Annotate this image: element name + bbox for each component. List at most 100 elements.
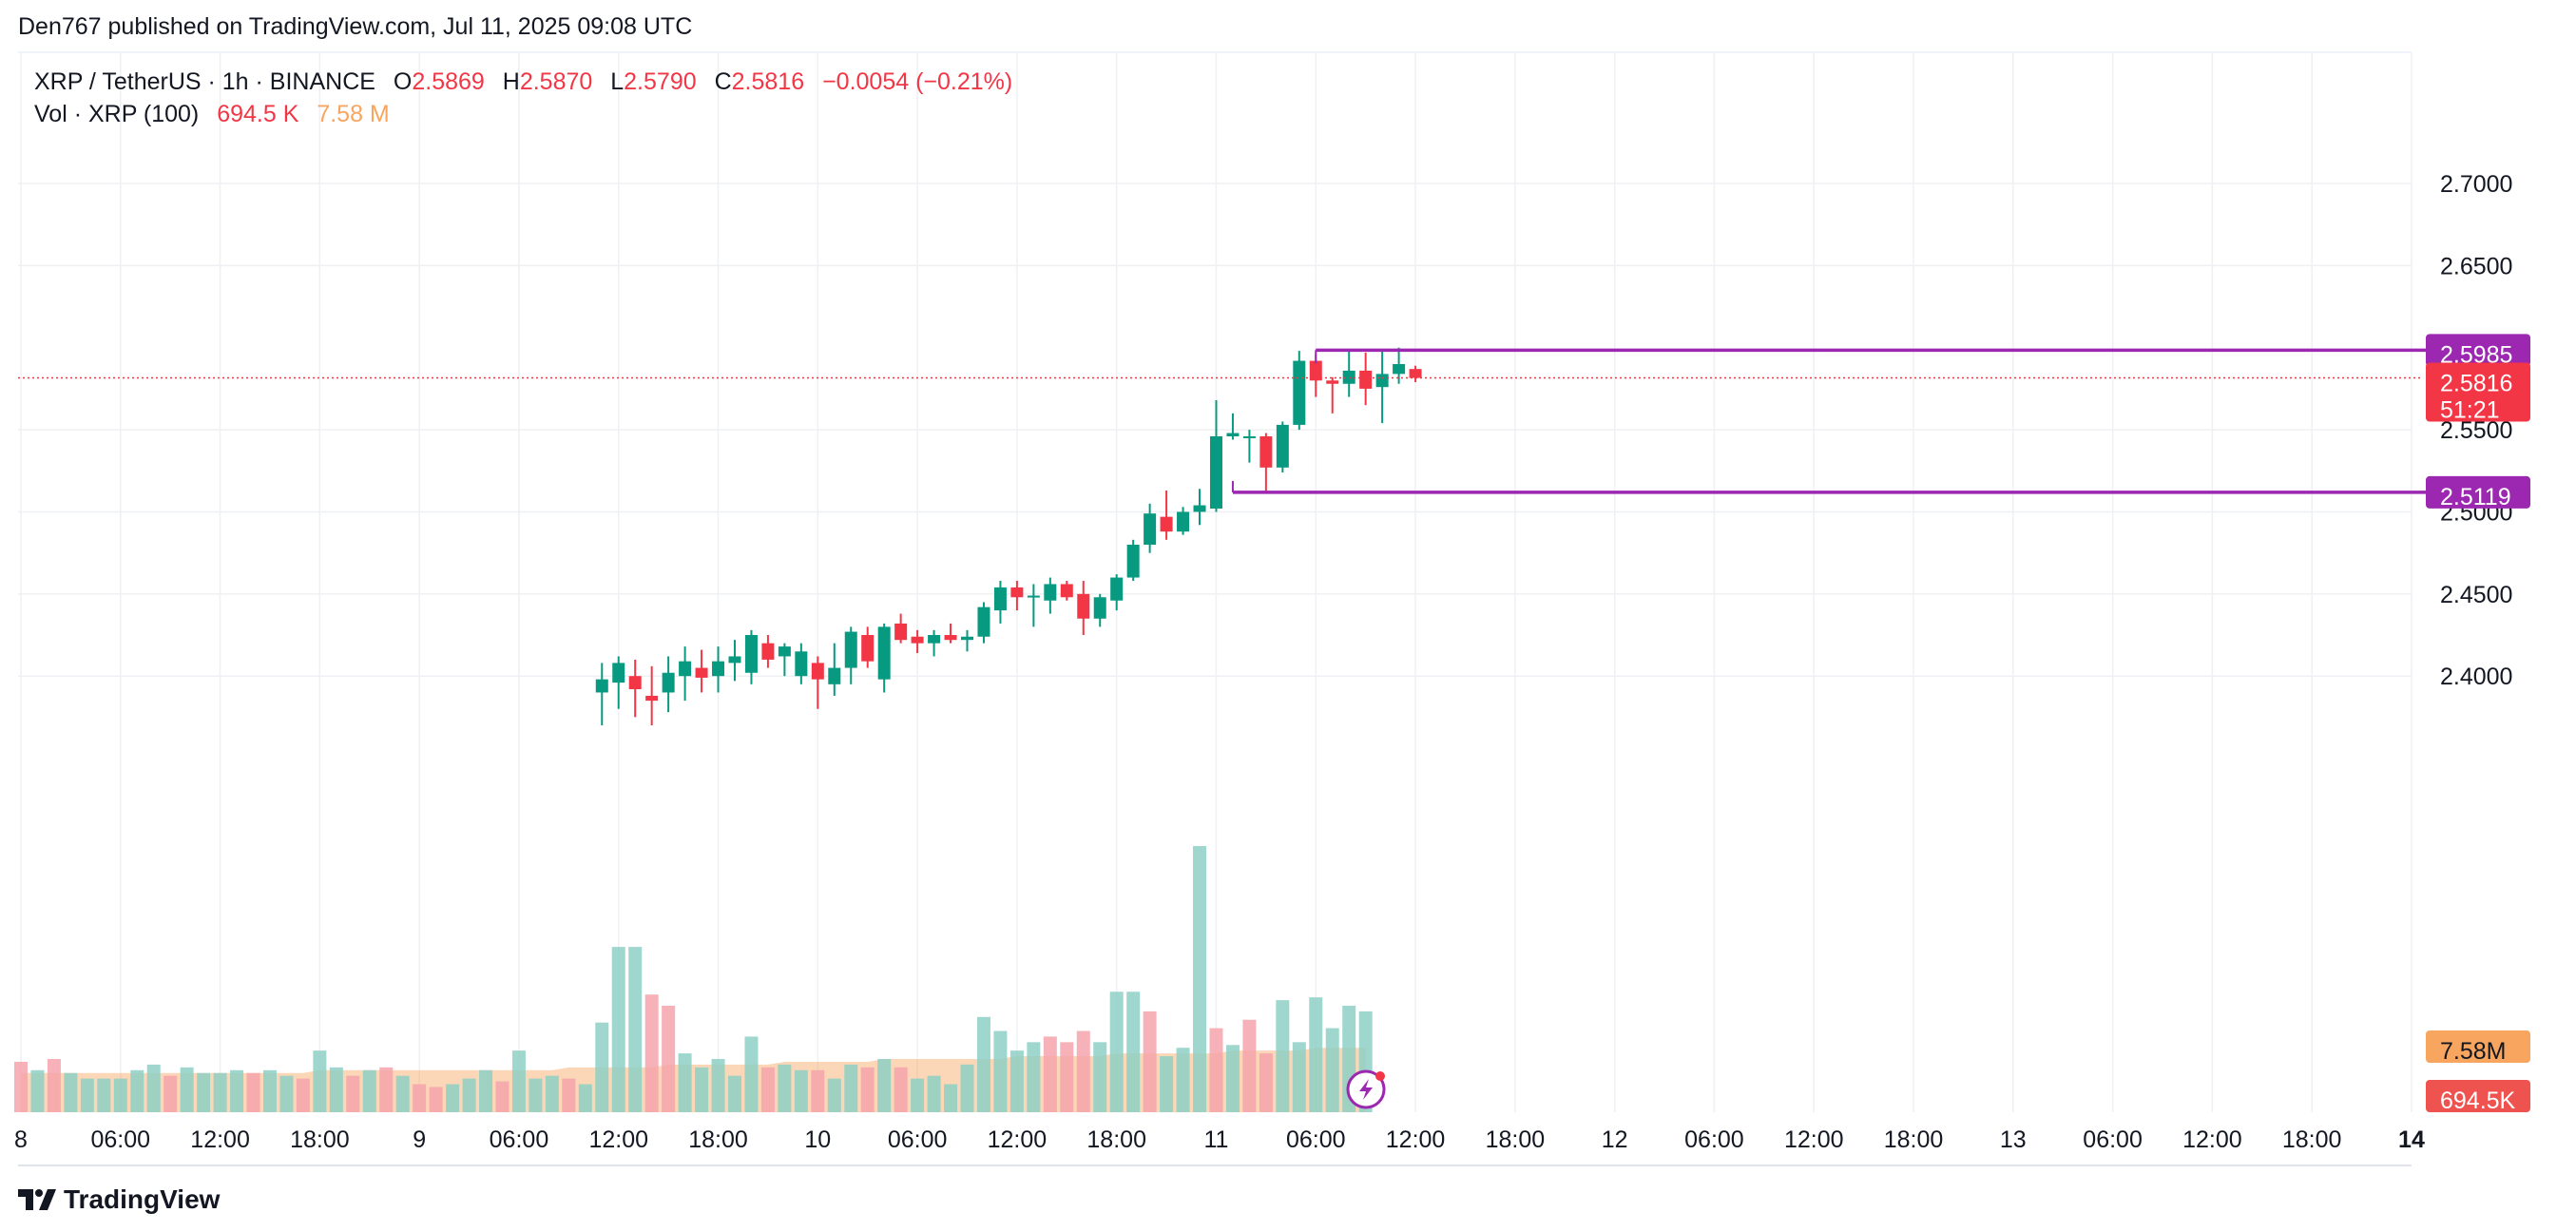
volume-bar [545,1075,559,1112]
x-tick-label: 12:00 [1784,1126,1844,1153]
volume-bar [47,1059,61,1112]
candle-body [928,635,941,644]
candle-body [795,651,808,677]
legend-volume-label[interactable]: Vol · XRP (100) [34,101,200,127]
price-tag-2.5119: 2.5119 [2426,475,2530,510]
last-price-tag-text: 51:21 [2440,397,2500,424]
volume-bar [960,1064,974,1112]
last-price-tag-text: 2.5816 [2440,371,2512,397]
volume-bar [1193,846,1207,1112]
candle-body [1027,595,1040,598]
candle-body [679,661,692,677]
candle-body [877,626,891,680]
volume-bar [1276,1000,1290,1112]
x-tick-label: 06:00 [1684,1126,1744,1153]
volume-bar [246,1072,260,1112]
volume-bar [97,1078,111,1112]
volume-bar [760,1067,775,1112]
volume-bar [877,1059,892,1112]
candle-body [1209,436,1222,510]
candle-body [1126,545,1140,578]
lightning-icon[interactable] [1346,1069,1386,1109]
candle-body [993,587,1007,611]
y-tick-label: 2.5500 [2440,417,2512,444]
x-tick-label: 9 [413,1126,426,1153]
volume-bar [1309,997,1323,1112]
x-tick-label: 13 [2000,1126,2027,1153]
candle-body [1276,424,1289,468]
candle-body [761,643,775,660]
candle-body [1110,577,1124,601]
x-tick-label: 12:00 [1386,1126,1446,1153]
candle-body [811,663,824,680]
volume-bar [1259,1053,1273,1112]
candle-body [894,623,908,641]
candle-body [1326,380,1339,384]
candle-body [1060,584,1073,598]
volume-bar [313,1050,327,1112]
volume-bar [511,1050,526,1112]
x-tick-label: 18:00 [1486,1126,1546,1153]
horizontal-lines [18,348,2426,494]
legend-symbol[interactable]: XRP / TetherUS · 1h · BINANCE [34,68,375,95]
volume-bar [1126,991,1141,1112]
candle-body [1293,360,1306,425]
x-tick-label: 12:00 [190,1126,250,1153]
candle-body [1409,369,1422,378]
chart-legend: XRP / TetherUS · 1h · BINANCE O2.5869 H2… [34,66,1012,130]
volume-bar [595,1022,609,1112]
candle-body [662,672,675,693]
volume-bar [180,1067,194,1112]
legend-price-row: XRP / TetherUS · 1h · BINANCE O2.5869 H2… [34,66,1012,98]
volume-bar [1176,1048,1190,1112]
volume-bar [1093,1042,1107,1112]
candle-body [1259,436,1273,468]
y-tick-label: 2.4500 [2440,582,2512,608]
candle-body [1359,370,1373,389]
volume-bar [1009,1050,1024,1112]
y-tick-label: 2.7000 [2440,171,2512,198]
candle-body [828,667,841,684]
volume-bar [678,1053,692,1112]
x-tick-label: 18:00 [1884,1126,1944,1153]
candle-body [612,663,625,683]
legend-close-value: 2.5816 [731,68,805,95]
volume-bar [1209,1028,1223,1112]
volume-bar [197,1072,211,1112]
volume-bar [1325,1028,1339,1112]
candle-body [645,695,659,702]
x-tick-label: 14 [2398,1126,2425,1153]
volume-ma-tag: 7.58M [2426,1030,2530,1065]
volume-bar [14,1061,28,1112]
volume-bar [296,1078,310,1112]
x-tick-label: 18:00 [2282,1126,2342,1153]
legend-volume-value: 694.5 K [217,101,299,127]
tradingview-logo[interactable]: TradingView [18,1184,220,1215]
volume-ma-tag-bg [2426,1030,2530,1063]
grid-lines [18,51,2413,1166]
candle-body [911,636,924,644]
volume-bar [778,1064,792,1112]
volume-bar [860,1067,875,1112]
volume-bar [1076,1030,1090,1112]
volume-bar [346,1075,360,1112]
x-tick-label: 06:00 [1286,1126,1346,1153]
legend-high-value: 2.5870 [519,68,593,95]
volume-bar [1027,1042,1041,1112]
volume-bar [695,1067,709,1112]
volume-bar [944,1084,958,1112]
legend-high-label: H [502,68,520,95]
candle-body [1375,374,1389,388]
candle-body [844,631,857,668]
volume-bars [14,846,1373,1112]
price-tag-2.5985-bg [2426,334,2530,367]
legend-open-label: O [393,68,413,95]
candle-body [977,606,990,637]
candle-body [1093,597,1106,619]
volume-bar [262,1069,277,1112]
x-tick-label: 12:00 [988,1126,1048,1153]
volume-bar [827,1078,841,1112]
